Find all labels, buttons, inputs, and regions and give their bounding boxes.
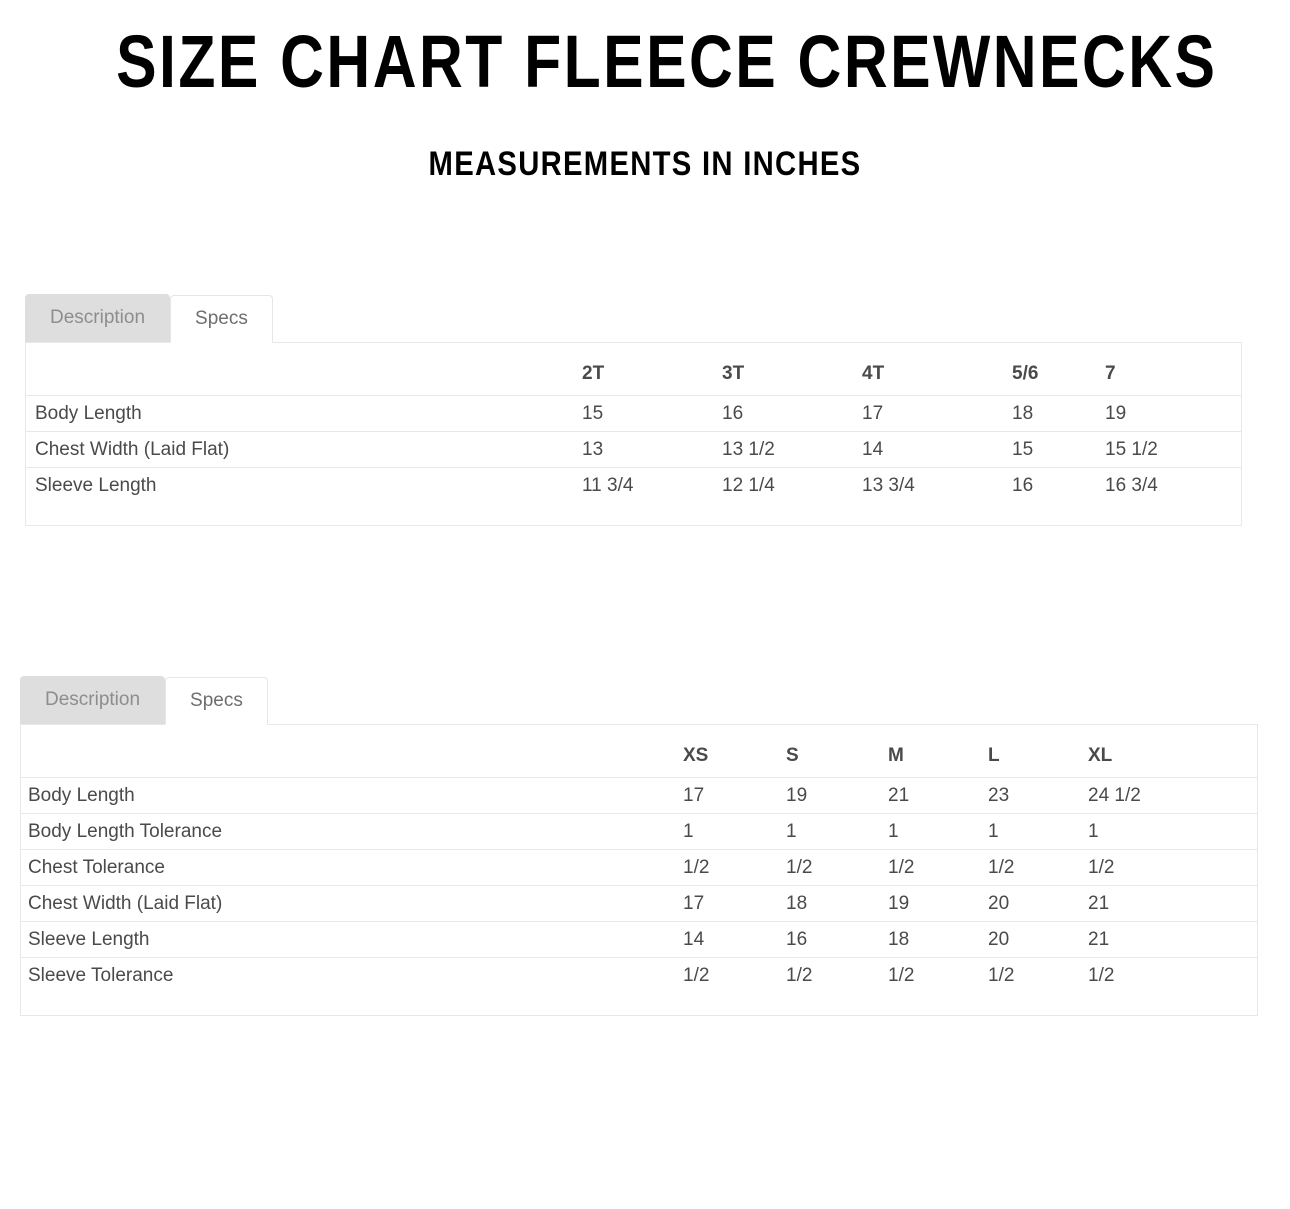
cell-value: 21 xyxy=(1088,921,1257,958)
size-table-adult: XS S M L XL Body Length 17 19 21 23 24 1… xyxy=(21,725,1257,993)
spec-card-toddler: Description Specs 2T 3T 4T 5/6 7 Body Le… xyxy=(25,294,1242,526)
table-header-row: 2T 3T 4T 5/6 7 xyxy=(26,343,1241,396)
column-header-size: 4T xyxy=(862,343,1012,396)
table-row: Sleeve Length 11 3/4 12 1/4 13 3/4 16 16… xyxy=(26,468,1241,504)
spec-card-adult: Description Specs XS S M L XL Body Lengt… xyxy=(20,676,1258,1016)
cell-value: 1 xyxy=(1088,813,1257,850)
panel-tail xyxy=(21,993,1257,1015)
table-body: Body Length 15 16 17 18 19 Chest Width (… xyxy=(26,395,1241,504)
column-header-size: 3T xyxy=(722,343,862,396)
cell-value: 11 3/4 xyxy=(582,474,634,496)
column-header-measurement xyxy=(21,725,683,778)
table-head: 2T 3T 4T 5/6 7 xyxy=(26,343,1241,396)
cell-value: 1/2 xyxy=(786,849,888,886)
row-label: Chest Tolerance xyxy=(21,849,683,886)
cell-value: 1/2 xyxy=(1088,849,1257,886)
table-row: Body Length 17 19 21 23 24 1/2 xyxy=(21,777,1257,814)
spec-panel: XS S M L XL Body Length 17 19 21 23 24 1… xyxy=(20,724,1258,1016)
column-header-size: 5/6 xyxy=(1012,343,1105,396)
cell-value: 19 xyxy=(786,777,888,814)
row-label: Body Length xyxy=(26,395,582,432)
table-row: Body Length 15 16 17 18 19 xyxy=(26,395,1241,432)
row-label: Sleeve Tolerance xyxy=(28,964,174,986)
cell-value: 17 xyxy=(683,777,786,814)
cell-value: 20 xyxy=(988,921,1088,958)
cell-value: 16 xyxy=(1012,474,1034,496)
cell-value: 18 xyxy=(786,885,888,922)
cell-value: 13 3/4 xyxy=(862,474,915,496)
tab-specs[interactable]: Specs xyxy=(165,677,268,725)
tab-specs[interactable]: Specs xyxy=(170,295,273,343)
cell-value: 18 xyxy=(1012,395,1105,432)
column-header-size: 2T xyxy=(582,343,722,396)
cell-value: 21 xyxy=(1088,885,1257,922)
row-label: Sleeve Length xyxy=(35,474,157,496)
cell-value: 16 xyxy=(786,921,888,958)
cell-value: 16 xyxy=(722,395,862,432)
tab-strip: Description Specs xyxy=(20,676,1258,725)
row-label: Body Length Tolerance xyxy=(21,813,683,850)
cell-value: 1/2 xyxy=(786,964,813,986)
size-table-toddler: 2T 3T 4T 5/6 7 Body Length 15 16 17 18 1… xyxy=(26,343,1241,503)
tab-strip: Description Specs xyxy=(25,294,1242,343)
cell-value: 1/2 xyxy=(988,964,1015,986)
cell-value: 1 xyxy=(888,813,988,850)
cell-value: 1/2 xyxy=(888,964,915,986)
cell-value: 1/2 xyxy=(683,964,710,986)
cell-value: 17 xyxy=(683,885,786,922)
cell-value: 14 xyxy=(862,431,1012,468)
tab-description[interactable]: Description xyxy=(25,294,171,342)
table-row: Chest Tolerance 1/2 1/2 1/2 1/2 1/2 xyxy=(21,849,1257,886)
row-label: Body Length xyxy=(21,777,683,814)
cell-value: 17 xyxy=(862,395,1012,432)
cell-value: 20 xyxy=(988,885,1088,922)
cell-value: 16 3/4 xyxy=(1105,474,1158,496)
row-label: Sleeve Length xyxy=(21,921,683,958)
tab-strip-filler xyxy=(268,723,1258,724)
tab-description[interactable]: Description xyxy=(20,676,166,724)
cell-value: 19 xyxy=(888,885,988,922)
table-row: Body Length Tolerance 1 1 1 1 1 xyxy=(21,813,1257,850)
table-row: Sleeve Tolerance 1/2 1/2 1/2 1/2 1/2 xyxy=(21,958,1257,994)
cell-value: 18 xyxy=(888,921,988,958)
cell-value: 1/2 xyxy=(1088,964,1115,986)
cell-value: 15 1/2 xyxy=(1105,431,1241,468)
table-row: Sleeve Length 14 16 18 20 21 xyxy=(21,921,1257,958)
cell-value: 1/2 xyxy=(683,849,786,886)
cell-value: 13 1/2 xyxy=(722,431,862,468)
cell-value: 1/2 xyxy=(988,849,1088,886)
column-header-size: XS xyxy=(683,725,786,778)
tab-strip-filler xyxy=(273,341,1242,342)
table-head: XS S M L XL xyxy=(21,725,1257,778)
table-row: Chest Width (Laid Flat) 13 13 1/2 14 15 … xyxy=(26,431,1241,468)
spec-panel: 2T 3T 4T 5/6 7 Body Length 15 16 17 18 1… xyxy=(25,342,1242,526)
column-header-size: XL xyxy=(1088,725,1257,778)
page-subtitle: MEASUREMENTS IN INCHES xyxy=(428,145,862,183)
table-row: Chest Width (Laid Flat) 17 18 19 20 21 xyxy=(21,885,1257,922)
column-header-size: S xyxy=(786,725,888,778)
cell-value: 19 xyxy=(1105,395,1241,432)
column-header-size: L xyxy=(988,725,1088,778)
cell-value: 15 xyxy=(1012,431,1105,468)
panel-tail xyxy=(26,503,1241,525)
row-label: Chest Width (Laid Flat) xyxy=(21,885,683,922)
cell-value: 1 xyxy=(683,813,786,850)
column-header-measurement xyxy=(26,343,582,396)
cell-value: 21 xyxy=(888,777,988,814)
cell-value: 15 xyxy=(582,395,722,432)
table-header-row: XS S M L XL xyxy=(21,725,1257,778)
cell-value: 24 1/2 xyxy=(1088,777,1257,814)
cell-value: 1 xyxy=(786,813,888,850)
cell-value: 1/2 xyxy=(888,849,988,886)
column-header-size: 7 xyxy=(1105,343,1241,396)
cell-value: 13 xyxy=(582,431,722,468)
row-label: Chest Width (Laid Flat) xyxy=(26,431,582,468)
cell-value: 14 xyxy=(683,921,786,958)
page-title: SIZE CHART FLEECE CREWNECKS xyxy=(116,20,1218,103)
cell-value: 1 xyxy=(988,813,1088,850)
cell-value: 12 1/4 xyxy=(722,474,775,496)
cell-value: 23 xyxy=(988,777,1088,814)
column-header-size: M xyxy=(888,725,988,778)
table-body: Body Length 17 19 21 23 24 1/2 Body Leng… xyxy=(21,777,1257,994)
